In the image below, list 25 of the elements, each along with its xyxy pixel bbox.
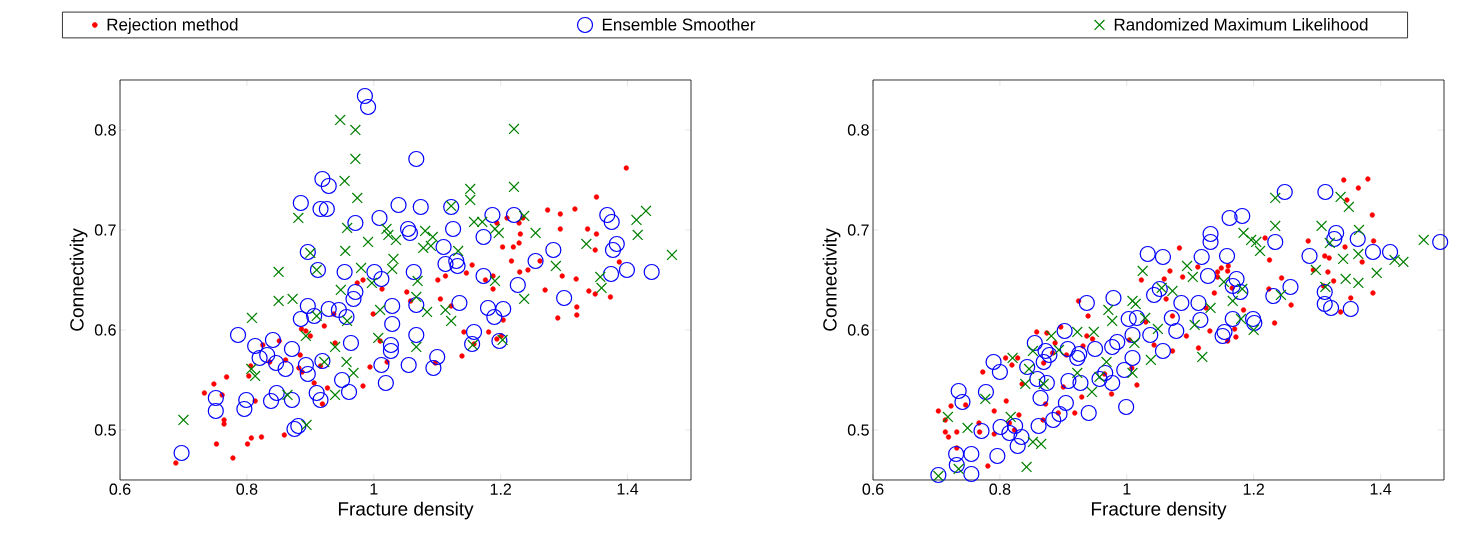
y-tick-label: 0.5 [847,424,869,436]
y-tick-label: 0.6 [847,324,869,336]
y-axis-title: Connectivity [822,228,841,331]
x-tick-label: 1.2 [1243,483,1264,495]
x-tick-label: 1.2 [490,483,511,495]
x-tick-label: 0.6 [109,483,131,495]
y-tick-label: 0.8 [847,124,869,136]
x-tick-label: 1 [370,483,378,495]
x-tick-label: 1.4 [617,483,639,495]
x-axis-title: Fracture density [338,501,474,520]
legend-label: Ensemble Smoother [602,18,756,31]
x-tick-label: 0.8 [236,483,258,495]
legend-label: Randomized Maximum Likelihood [1114,18,1368,31]
x-tick-label: 0.8 [989,483,1011,495]
x-tick-label: 1 [1123,483,1131,495]
y-tick-label: 0.7 [847,224,869,236]
x-axis-title: Fracture density [1091,501,1227,520]
y-tick-label: 0.5 [94,424,116,436]
legend-label: Rejection method [107,18,238,34]
y-tick-label: 0.6 [94,324,116,336]
y-axis-title: Connectivity [69,228,88,331]
x-tick-label: 1.4 [1370,483,1392,495]
x-tick-label: 0.6 [862,483,884,495]
y-tick-label: 0.7 [94,224,116,236]
y-tick-label: 0.8 [94,124,116,136]
